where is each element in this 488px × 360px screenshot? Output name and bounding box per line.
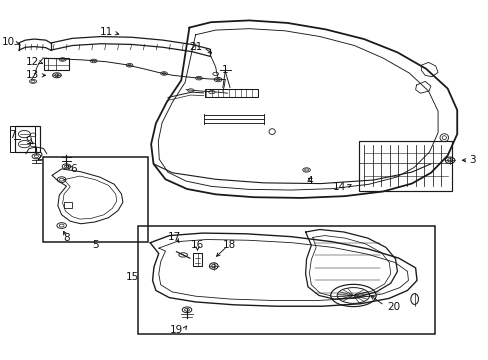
Bar xyxy=(44,58,69,69)
Text: 21: 21 xyxy=(189,42,202,51)
Text: 18: 18 xyxy=(222,240,235,250)
Text: 3: 3 xyxy=(468,155,475,165)
Text: 20: 20 xyxy=(386,302,399,312)
Text: 13: 13 xyxy=(25,70,39,80)
Bar xyxy=(359,140,451,191)
Text: 2: 2 xyxy=(36,152,43,162)
Text: 15: 15 xyxy=(125,272,139,282)
Text: 1: 1 xyxy=(222,64,228,75)
Bar xyxy=(205,89,257,97)
Text: 6: 6 xyxy=(70,163,76,174)
Bar xyxy=(10,126,35,152)
Text: 19: 19 xyxy=(169,325,183,335)
Text: 16: 16 xyxy=(190,240,203,250)
Bar xyxy=(42,157,147,242)
Bar xyxy=(193,253,202,266)
Text: 9: 9 xyxy=(25,136,31,145)
Text: 14: 14 xyxy=(332,182,345,192)
Text: 7: 7 xyxy=(10,130,16,140)
Text: 5: 5 xyxy=(92,239,98,249)
Text: 4: 4 xyxy=(306,176,312,186)
Text: 17: 17 xyxy=(167,232,181,242)
Text: 11: 11 xyxy=(100,27,113,37)
Text: 10: 10 xyxy=(1,37,15,47)
Bar xyxy=(138,226,434,334)
Text: 8: 8 xyxy=(63,233,70,243)
Bar xyxy=(15,126,40,152)
Text: 12: 12 xyxy=(25,57,39,67)
Bar xyxy=(64,202,72,208)
